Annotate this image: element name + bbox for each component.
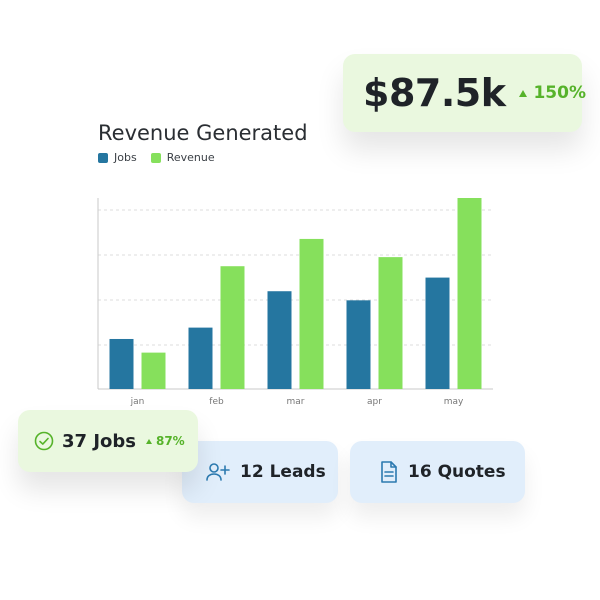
bar-jobs-mar: [267, 291, 292, 389]
bar-revenue-feb: [220, 266, 245, 389]
chart-legend: Jobs Revenue: [98, 151, 215, 164]
check-circle-icon: [34, 431, 54, 451]
jobs-label: 37 Jobs: [62, 430, 136, 452]
bar-jobs-feb: [188, 327, 213, 389]
x-tick-label-feb: feb: [209, 397, 224, 407]
bar-revenue-apr: [378, 257, 403, 389]
triangle-up-icon: [145, 438, 152, 444]
document-icon: [380, 461, 398, 483]
legend-swatch-jobs: [98, 152, 108, 163]
jobs-change-value: 87%: [155, 434, 185, 448]
legend-label-revenue: Revenue: [166, 151, 215, 164]
revenue-change: 150%: [519, 83, 586, 103]
chart-title: Revenue Generated: [98, 121, 308, 145]
triangle-up-icon: [519, 89, 528, 97]
user-plus-icon: [206, 462, 230, 482]
jobs-change: 87%: [145, 434, 185, 448]
revenue-amount: $87.5k: [363, 71, 506, 115]
jobs-card: 37 Jobs 87%: [18, 410, 198, 472]
revenue-card: $87.5k 150%: [343, 54, 586, 132]
bar-jobs-jan: [109, 338, 134, 389]
leads-label: 12 Leads: [240, 462, 326, 482]
x-tick-label-mar: mar: [287, 397, 305, 407]
x-tick-label-apr: apr: [367, 397, 382, 407]
leads-card: 12 Leads: [182, 441, 338, 503]
bar-revenue-may: [457, 198, 482, 389]
bar-revenue-mar: [299, 238, 324, 389]
x-tick-label-may: may: [444, 397, 464, 407]
bar-revenue-jan: [141, 352, 166, 389]
bar-jobs-apr: [346, 300, 371, 389]
bar-jobs-may: [425, 277, 450, 389]
x-tick-label-jan: jan: [130, 397, 145, 407]
revenue-change-value: 150%: [533, 83, 586, 103]
quotes-label: 16 Quotes: [408, 462, 506, 482]
legend-item-revenue: Revenue: [150, 151, 215, 164]
legend-swatch-revenue: [150, 152, 161, 163]
quotes-card: 16 Quotes: [350, 441, 525, 503]
legend-item-jobs: Jobs: [98, 151, 137, 164]
legend-label-jobs: Jobs: [114, 151, 137, 164]
